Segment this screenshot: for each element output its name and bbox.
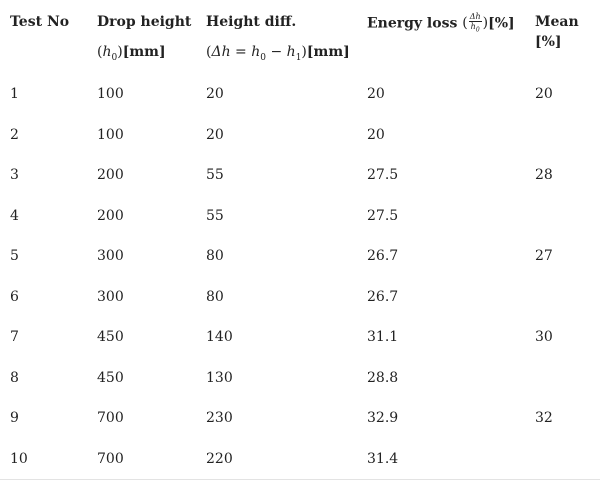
header-drop-height: Drop height (h0)[mm] bbox=[87, 0, 196, 68]
cell-energy-loss: 32.9 bbox=[367, 410, 399, 427]
header-height-diff: Height diff. (Δh = h0 − h1)[mm] bbox=[196, 0, 357, 68]
table-row: 9 700 230 32.9 32 bbox=[0, 398, 600, 439]
cell-test-no: 5 bbox=[10, 248, 19, 265]
cell-mean bbox=[525, 114, 600, 155]
cell-mean bbox=[525, 438, 600, 479]
cell-test-no: 4 bbox=[10, 207, 19, 224]
header-test-no: Test No bbox=[10, 14, 70, 30]
cell-test-no: 2 bbox=[10, 126, 19, 143]
cell-energy-loss: 27.5 bbox=[367, 167, 399, 184]
cell-test-no: 8 bbox=[10, 369, 19, 386]
table-row: 1 100 20 20 20 bbox=[0, 68, 600, 115]
table-row: 2 100 20 20 bbox=[0, 114, 600, 155]
cell-drop-height: 450 bbox=[97, 369, 124, 386]
cell-energy-loss: 26.7 bbox=[367, 288, 399, 305]
cell-drop-height: 700 bbox=[97, 450, 124, 467]
cell-drop-height: 100 bbox=[97, 126, 124, 143]
cell-test-no: 9 bbox=[10, 410, 19, 427]
table-row: 4 200 55 27.5 bbox=[0, 195, 600, 236]
table-header-row: Test No Drop height (h0)[mm] Height diff… bbox=[0, 0, 600, 68]
cell-height-diff: 230 bbox=[206, 410, 233, 427]
energy-loss-formula: (Δh h0) bbox=[462, 12, 489, 34]
cell-mean: 32 bbox=[535, 410, 553, 427]
cell-height-diff: 80 bbox=[206, 248, 224, 265]
cell-test-no: 6 bbox=[10, 288, 19, 305]
cell-height-diff: 130 bbox=[206, 369, 233, 386]
table-row: 7 450 140 31.1 30 bbox=[0, 317, 600, 358]
cell-height-diff: 20 bbox=[206, 126, 224, 143]
cell-test-no: 3 bbox=[10, 167, 19, 184]
drop-height-formula: (h0)[mm] bbox=[97, 44, 166, 63]
cell-height-diff: 55 bbox=[206, 207, 224, 224]
header-mean: Mean [%] bbox=[535, 14, 579, 50]
cell-drop-height: 700 bbox=[97, 410, 124, 427]
cell-mean: 20 bbox=[535, 86, 553, 103]
cell-energy-loss: 26.7 bbox=[367, 248, 399, 265]
cell-height-diff: 55 bbox=[206, 167, 224, 184]
cell-height-diff: 20 bbox=[206, 86, 224, 103]
table-row: 8 450 130 28.8 bbox=[0, 357, 600, 398]
height-diff-formula: (Δh = h0 − h1)[mm] bbox=[206, 44, 350, 63]
cell-energy-loss: 31.1 bbox=[367, 329, 399, 346]
cell-energy-loss: 28.8 bbox=[367, 369, 399, 386]
cell-mean bbox=[525, 195, 600, 236]
cell-height-diff: 80 bbox=[206, 288, 224, 305]
cell-drop-height: 450 bbox=[97, 329, 124, 346]
cell-mean bbox=[525, 276, 600, 317]
cell-energy-loss: 31.4 bbox=[367, 450, 399, 467]
cell-energy-loss: 27.5 bbox=[367, 207, 399, 224]
cell-energy-loss: 20 bbox=[367, 126, 385, 143]
table-row: 10 700 220 31.4 bbox=[0, 438, 600, 479]
cell-height-diff: 140 bbox=[206, 329, 233, 346]
cell-drop-height: 300 bbox=[97, 288, 124, 305]
cell-drop-height: 200 bbox=[97, 207, 124, 224]
cell-mean: 27 bbox=[535, 248, 553, 265]
cell-drop-height: 300 bbox=[97, 248, 124, 265]
cell-mean bbox=[525, 357, 600, 398]
cell-test-no: 7 bbox=[10, 329, 19, 346]
cell-mean: 28 bbox=[535, 167, 553, 184]
table-row: 5 300 80 26.7 27 bbox=[0, 236, 600, 277]
table-row: 3 200 55 27.5 28 bbox=[0, 155, 600, 196]
cell-height-diff: 220 bbox=[206, 450, 233, 467]
cell-drop-height: 100 bbox=[97, 86, 124, 103]
header-energy-loss: Energy loss (Δh h0)[%] bbox=[367, 12, 515, 34]
cell-energy-loss: 20 bbox=[367, 86, 385, 103]
cell-drop-height: 200 bbox=[97, 167, 124, 184]
cell-test-no: 10 bbox=[10, 450, 28, 467]
table-row: 6 300 80 26.7 bbox=[0, 276, 600, 317]
cell-test-no: 1 bbox=[10, 86, 19, 103]
cell-mean: 30 bbox=[535, 329, 553, 346]
